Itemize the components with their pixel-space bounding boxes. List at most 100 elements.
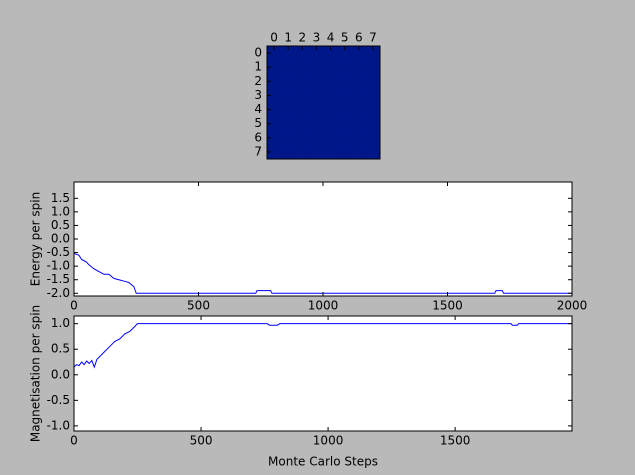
lattice-cell — [351, 102, 367, 118]
lattice-cell — [267, 74, 282, 89]
lattice-cell — [281, 102, 296, 118]
lattice-cell — [323, 116, 339, 132]
y-tick-label: 0.5 — [51, 218, 70, 232]
lattice-cell — [309, 74, 324, 89]
axes-background — [74, 316, 572, 431]
lattice-cell — [337, 74, 353, 89]
lattice-cell — [267, 60, 282, 75]
lattice-cell — [323, 88, 339, 103]
x-tick-label: 500 — [190, 434, 213, 448]
x-tick-label: 4 — [327, 31, 335, 45]
lattice-cell — [281, 130, 296, 146]
lattice-cell — [351, 46, 367, 61]
y-tick-label: 0.5 — [51, 342, 70, 356]
lattice-cell — [267, 102, 282, 118]
lattice-cell — [267, 116, 282, 132]
y-tick-label: 6 — [254, 130, 262, 144]
lattice-cell — [365, 74, 381, 89]
x-axis-label: Monte Carlo Steps — [268, 455, 378, 469]
lattice-cell — [281, 116, 296, 132]
x-tick-label: 0 — [270, 31, 278, 45]
y-tick-label: -0.5 — [47, 245, 70, 259]
lattice-cell — [351, 74, 367, 89]
x-tick-label: 500 — [187, 299, 210, 313]
y-tick-label: 1 — [254, 60, 262, 74]
lattice-cell — [323, 130, 339, 146]
data-line — [73, 252, 572, 294]
lattice-cell — [365, 116, 381, 132]
lattice-cell — [267, 46, 282, 61]
lattice-cell — [295, 116, 310, 132]
x-tick-label: 1000 — [308, 299, 339, 313]
x-tick-label: 3 — [313, 31, 321, 45]
x-tick-label: 6 — [355, 31, 363, 45]
lattice-cell — [295, 46, 310, 61]
lattice-cell — [337, 116, 353, 132]
y-tick-label: 4 — [254, 102, 262, 116]
lattice-cell — [323, 74, 339, 89]
y-tick-label: 1.5 — [51, 191, 70, 205]
y-axis-label: Energy per spin — [29, 192, 43, 286]
x-tick-label: 0 — [70, 299, 78, 313]
lattice-cell — [295, 130, 310, 146]
lattice-cell — [281, 88, 296, 103]
lattice-cell — [281, 74, 296, 89]
lattice-cell — [295, 88, 310, 103]
lattice-cell — [267, 144, 282, 160]
y-tick-label: -0.5 — [47, 393, 70, 407]
lattice-cell — [365, 46, 381, 61]
lattice-cell — [267, 130, 282, 146]
lattice-cell — [309, 60, 324, 75]
lattice-cell — [295, 60, 310, 75]
y-tick-label: 5 — [254, 116, 262, 130]
x-tick-label: 1500 — [432, 299, 463, 313]
lattice-cell — [351, 144, 367, 160]
x-tick-label: 1 — [284, 31, 292, 45]
lattice-cell — [309, 88, 324, 103]
lattice-cell — [267, 88, 282, 103]
lattice-cell — [295, 144, 310, 160]
y-tick-label: 3 — [254, 88, 262, 102]
y-tick-label: -2.0 — [47, 286, 70, 300]
y-axis-label: Magnetisation per spin — [29, 305, 43, 442]
lattice-cell — [365, 60, 381, 75]
x-tick-label: 0 — [70, 434, 78, 448]
lattice-cell — [337, 88, 353, 103]
y-tick-label: -1.0 — [47, 259, 70, 273]
x-tick-label: 2000 — [557, 299, 588, 313]
axes-background — [74, 182, 572, 296]
lattice-cell — [337, 130, 353, 146]
lattice-cell — [337, 144, 353, 160]
lattice-cell — [365, 144, 381, 160]
lattice-cell — [337, 102, 353, 118]
lattice-cell — [309, 102, 324, 118]
y-tick-label: 0 — [254, 46, 262, 60]
lattice-cell — [295, 102, 310, 118]
lattice-cell — [351, 116, 367, 132]
x-tick-label: 1000 — [313, 434, 344, 448]
lattice-cell — [351, 88, 367, 103]
y-tick-label: -1.0 — [47, 418, 70, 432]
lattice-cell — [365, 130, 381, 146]
lattice-cell — [323, 102, 339, 118]
lattice-cell — [309, 46, 324, 61]
lattice-cell — [309, 116, 324, 132]
lattice-cell — [309, 130, 324, 146]
lattice-cell — [337, 60, 353, 75]
y-tick-label: 0.0 — [51, 232, 70, 246]
y-tick-label: 1.0 — [51, 316, 70, 330]
lattice-cell — [351, 130, 367, 146]
lattice-cell — [365, 88, 381, 103]
lattice-cell — [351, 60, 367, 75]
lattice-cell — [281, 46, 296, 61]
y-tick-label: -1.5 — [47, 272, 70, 286]
lattice-cell — [323, 144, 339, 160]
lattice-cell — [281, 144, 296, 160]
y-tick-label: 1.0 — [51, 204, 70, 218]
x-tick-label: 1500 — [440, 434, 471, 448]
lattice-cell — [323, 46, 339, 61]
lattice-cell — [323, 60, 339, 75]
y-tick-label: 7 — [254, 144, 262, 158]
